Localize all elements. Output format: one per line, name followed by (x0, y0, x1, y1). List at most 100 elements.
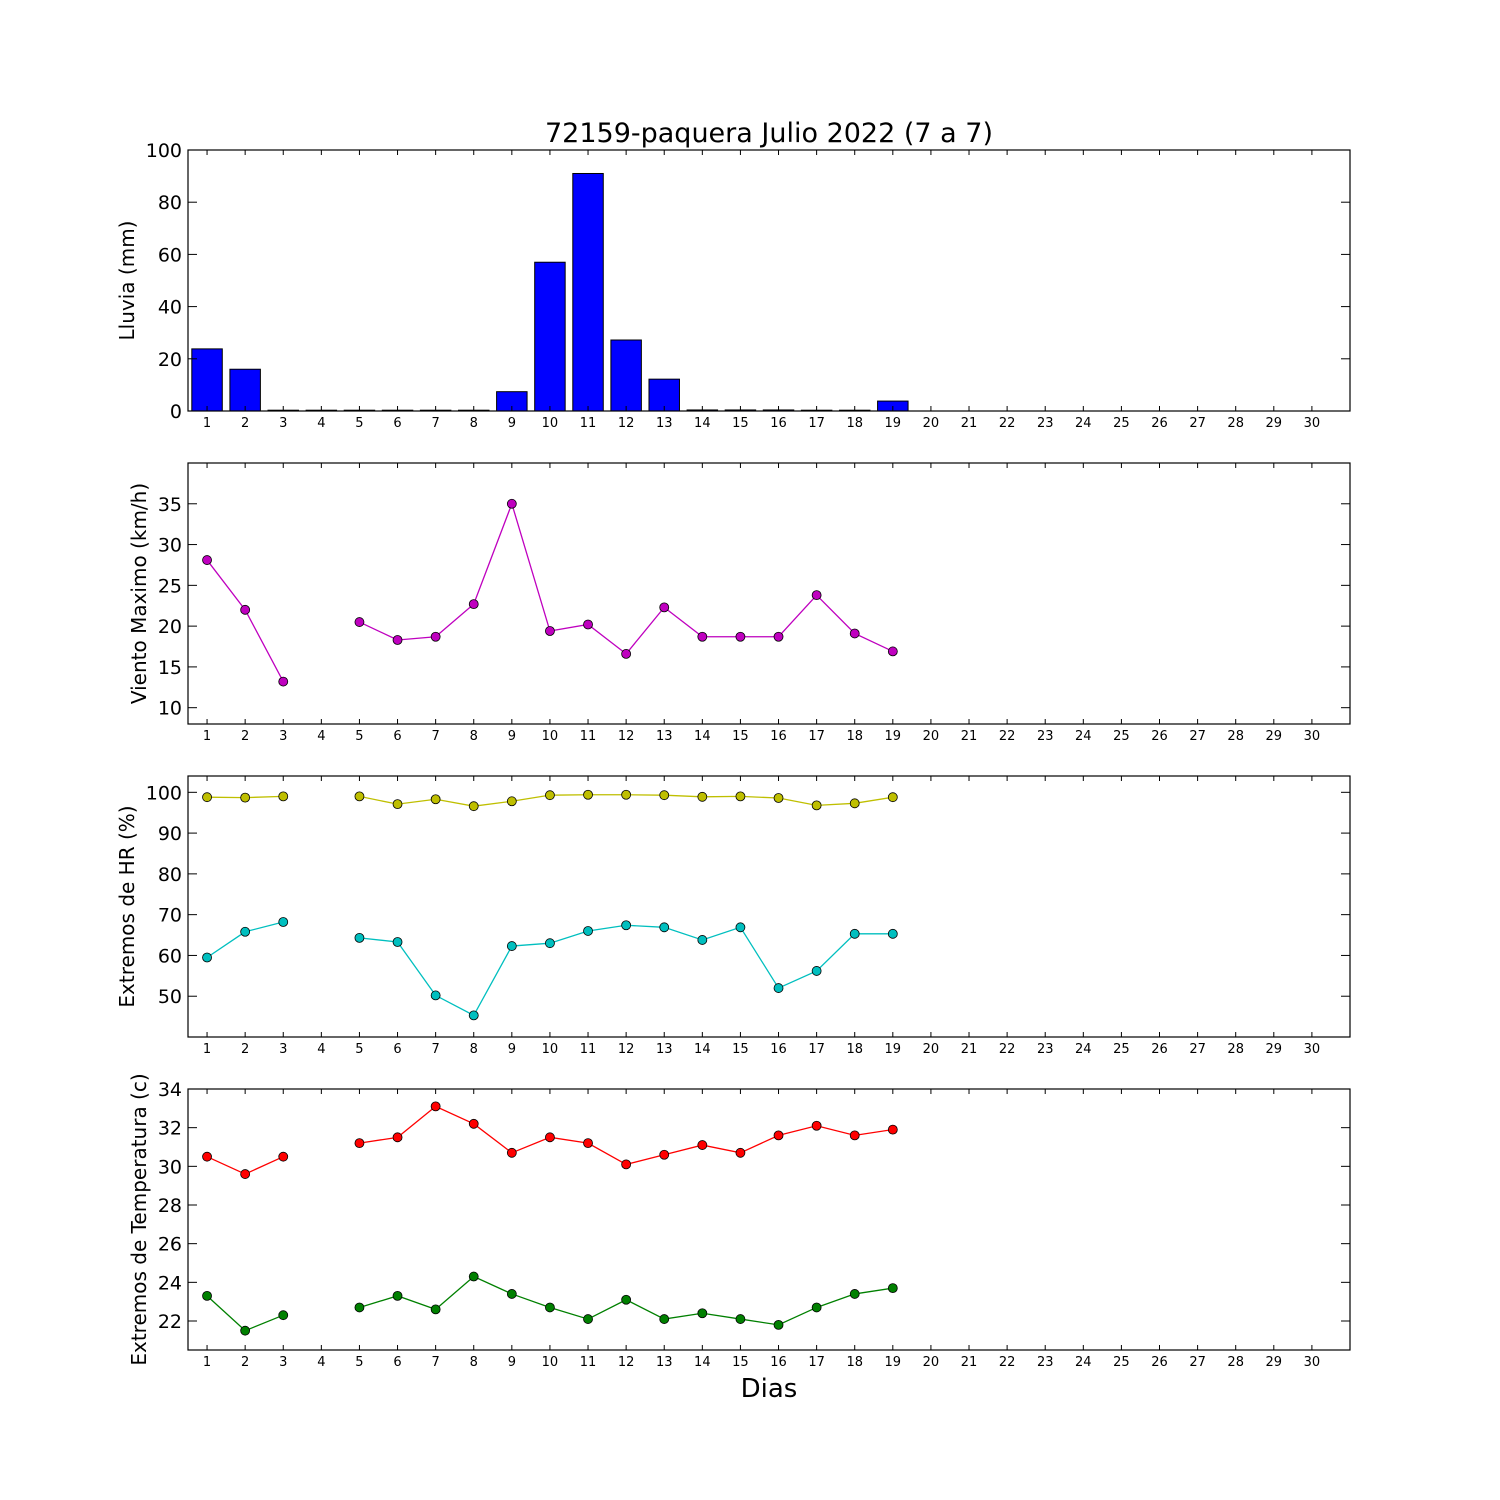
wind-point (202, 555, 212, 565)
x-tick-label: 9 (508, 416, 516, 431)
temperature-point (506, 1289, 517, 1299)
humidity-point (773, 793, 784, 803)
temperature-point (392, 1290, 403, 1301)
x-tick-label: 20 (923, 1042, 940, 1057)
temperature-point (278, 1310, 289, 1321)
y-tick-label: 70 (158, 905, 182, 927)
x-tick-label: 22 (999, 729, 1016, 744)
y-tick-label: 80 (158, 192, 182, 214)
y-tick-label: 60 (158, 945, 182, 967)
x-tick-label: 2 (241, 416, 249, 431)
y-tick-label: 40 (158, 297, 182, 319)
x-tick-label: 18 (846, 1355, 863, 1370)
x-tick-label: 26 (1151, 416, 1168, 431)
x-tick-label: 30 (1304, 729, 1321, 744)
x-tick-label: 8 (470, 1042, 478, 1057)
y-tick-label: 25 (158, 575, 182, 597)
humidity-point (545, 790, 555, 801)
x-tick-label: 24 (1075, 729, 1092, 744)
x-tick-label: 15 (732, 1042, 749, 1057)
temperature-point (697, 1140, 708, 1150)
wind-point (240, 604, 251, 615)
x-tick-label: 5 (355, 1042, 363, 1057)
humidity-point (697, 935, 708, 945)
x-tick-label: 3 (279, 729, 287, 744)
x-tick-label: 2 (241, 1355, 249, 1370)
y-tick-label: 20 (158, 616, 182, 638)
wind-axes-frame (187, 462, 1351, 725)
x-tick-label: 17 (808, 729, 825, 744)
x-tick-label: 9 (508, 729, 516, 744)
humidity-point (278, 791, 289, 802)
rain-marks (191, 172, 909, 412)
temperature-point (430, 1101, 441, 1112)
y-tick-label: 60 (158, 244, 182, 266)
humidity-point (506, 796, 517, 807)
x-tick-label: 15 (732, 729, 749, 744)
x-tick-label: 6 (393, 1355, 401, 1370)
temperature-point (735, 1314, 746, 1324)
temperature-point (202, 1151, 212, 1162)
temperature-point (849, 1289, 860, 1299)
rain-bar (534, 261, 566, 412)
y-tick-label: 15 (158, 657, 182, 679)
x-tick-label: 14 (694, 1355, 711, 1370)
x-tick-label: 5 (355, 1355, 363, 1370)
humidity-point (430, 794, 441, 805)
temperature-point (811, 1302, 822, 1313)
x-tick-label: 15 (732, 1355, 749, 1370)
y-tick-label: 80 (158, 864, 182, 886)
wind-point (659, 602, 670, 613)
x-tick-label: 1 (203, 416, 211, 431)
rain-ticks: 1 2 3 4 5 6 7 8 9 10 11 12 13 14 15 16 17 18 19 20 21 22 23 24 2… (146, 140, 1350, 431)
x-tick-label: 15 (732, 416, 749, 431)
x-tick-label: 10 (542, 729, 559, 744)
y-tick-label: 20 (158, 349, 182, 371)
wind-point (849, 628, 860, 639)
x-tick-label: 26 (1151, 1042, 1168, 1057)
wind-marks (202, 498, 898, 687)
humidity-marks (202, 789, 898, 1021)
temperature-marks (202, 1101, 898, 1336)
rain-ylabel: Lluvia (mm) (115, 221, 139, 341)
wind-ticks: 1 2 3 4 5 6 7 8 9 10 11 12 13 14 15 16 17 18 19 20 21 22 23 24 2… (158, 463, 1350, 744)
x-tick-label: 6 (393, 416, 401, 431)
humidity-point (773, 983, 784, 993)
humidity-point (240, 926, 251, 937)
x-tick-label: 20 (923, 1355, 940, 1370)
humidity-point (659, 922, 670, 933)
humidity-ylabel: Extremos de HR (%) (115, 805, 139, 1007)
humidity-point (430, 990, 441, 1001)
humidity-point (583, 789, 593, 800)
y-tick-label: 32 (158, 1118, 182, 1140)
x-tick-label: 10 (542, 1042, 559, 1057)
temperature-point (621, 1294, 632, 1305)
temperature-point (430, 1304, 441, 1315)
x-tick-label: 10 (542, 416, 559, 431)
x-tick-label: 28 (1227, 1355, 1244, 1370)
humidity-point (506, 941, 517, 951)
temperature-axes-frame (187, 1088, 1351, 1351)
x-tick-label: 29 (1266, 416, 1283, 431)
x-tick-label: 19 (885, 1355, 902, 1370)
x-tick-label: 27 (1189, 416, 1206, 431)
wind-point (887, 646, 898, 657)
wind-point (621, 648, 632, 659)
x-tick-label: 8 (470, 416, 478, 431)
humidity-point (849, 928, 860, 939)
y-tick-label: 24 (158, 1272, 182, 1294)
x-tick-label: 28 (1227, 416, 1244, 431)
x-tick-label: 30 (1304, 1042, 1321, 1057)
x-tick-label: 25 (1113, 729, 1130, 744)
humidity-point (887, 928, 898, 939)
rain-axes-frame (187, 149, 1351, 412)
rain-panel: 1 2 3 4 5 6 7 8 9 10 11 12 13 14 15 16 17 18 19 20 21 22 23 24 2… (115, 140, 1351, 431)
x-tick-label: 7 (431, 1355, 439, 1370)
temperature-point (468, 1118, 479, 1129)
x-tick-label: 10 (542, 1355, 559, 1370)
x-tick-label: 24 (1075, 416, 1092, 431)
x-tick-label: 12 (618, 1042, 635, 1057)
humidity-point (392, 799, 403, 810)
temperature-point (887, 1124, 898, 1135)
wind-point (545, 626, 555, 636)
